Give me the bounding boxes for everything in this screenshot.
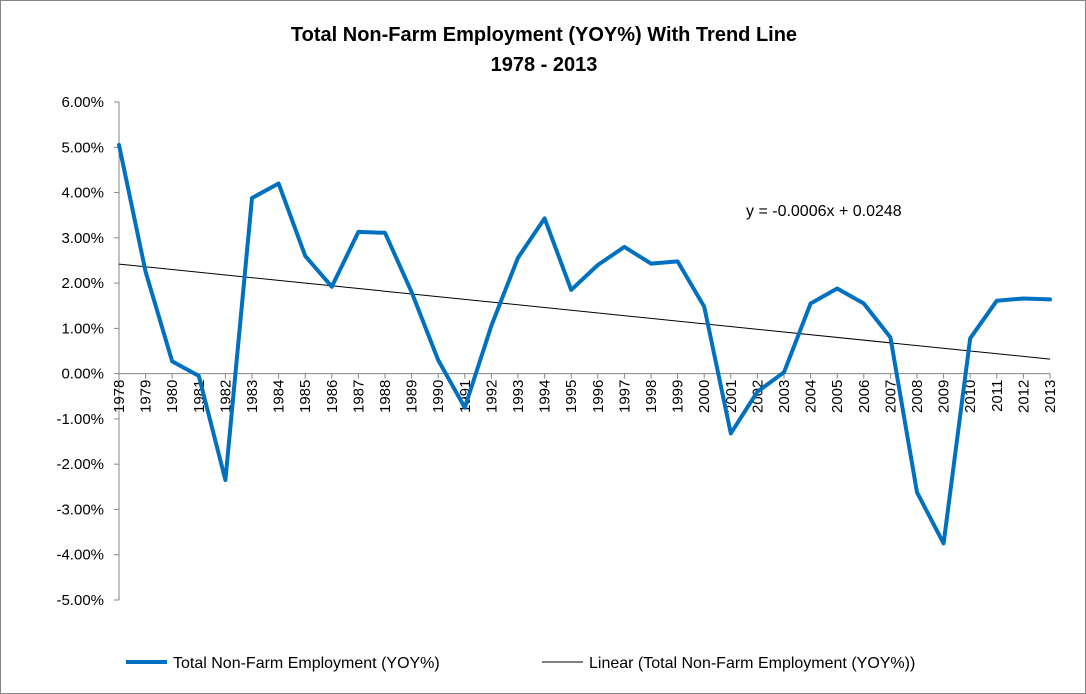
x-tick-label: 1983 xyxy=(244,380,261,413)
x-tick-label: 2013 xyxy=(1042,380,1059,413)
x-tick-label: 1994 xyxy=(537,380,554,413)
x-tick-label: 1984 xyxy=(271,380,288,413)
x-tick-label: 2003 xyxy=(776,380,793,413)
x-tick-label: 2008 xyxy=(909,380,926,413)
x-tick-label: 2012 xyxy=(1015,380,1032,413)
legend-label-series: Total Non-Farm Employment (YOY%) xyxy=(173,655,440,672)
y-tick-label: -4.00% xyxy=(56,547,104,564)
x-tick-label: 1993 xyxy=(510,380,527,413)
x-tick-label: 1988 xyxy=(377,380,394,413)
y-tick-label: -2.00% xyxy=(56,456,104,473)
x-tick-label: 1980 xyxy=(164,380,181,413)
x-tick-label: 2000 xyxy=(696,380,713,413)
x-tick-label: 1997 xyxy=(616,380,633,413)
x-tick-label: 1979 xyxy=(138,380,155,413)
y-tick-label: -3.00% xyxy=(56,501,104,518)
trendline-line xyxy=(118,263,1051,360)
x-tick-label: 1989 xyxy=(404,380,421,413)
x-tick-label: 1996 xyxy=(590,380,607,413)
x-tick-label: 1986 xyxy=(324,380,341,413)
x-tick-label: 2007 xyxy=(882,380,899,413)
x-tick-label: 1995 xyxy=(563,380,580,413)
y-tick-label: -1.00% xyxy=(56,411,104,428)
y-tick-label: 6.00% xyxy=(61,94,104,111)
x-tick-label: 1987 xyxy=(350,380,367,413)
x-tick-label: 2009 xyxy=(936,380,953,413)
trend-equation: y = -0.0006x + 0.0248 xyxy=(746,203,902,220)
x-tick-label: 1982 xyxy=(217,380,234,413)
y-axis: 6.00% 5.00% 4.00% 3.00% 2.00% 1.00% 0.00% -1.00… xyxy=(56,94,120,609)
legend: Total Non-Farm Employment (YOY%) Linear … xyxy=(126,655,915,672)
x-tick-label: 1978 xyxy=(111,380,128,413)
x-tick-label: 2010 xyxy=(962,380,979,413)
x-tick-label: 1985 xyxy=(297,380,314,413)
y-tick-label: 5.00% xyxy=(61,139,104,156)
data-series xyxy=(117,143,1052,546)
x-tick-label: 2001 xyxy=(723,380,740,413)
x-tick-label: 2011 xyxy=(989,380,1006,412)
y-tick-label: 3.00% xyxy=(61,230,104,247)
x-tick-label: 2006 xyxy=(856,380,873,413)
x-axis: 1978 1979 1980 1981 1982 1983 1984 1985 1986 1987… xyxy=(111,373,1059,413)
x-tick-label: 1992 xyxy=(483,380,500,413)
chart-subtitle: 1978 - 2013 xyxy=(491,54,598,76)
x-tick-label: 2004 xyxy=(803,380,820,413)
y-tick-label: 2.00% xyxy=(61,275,104,292)
y-tick-label: 1.00% xyxy=(61,320,104,337)
y-tick-label: 4.00% xyxy=(61,185,104,202)
x-tick-label: 2005 xyxy=(829,380,846,413)
trendline xyxy=(118,263,1051,360)
x-tick-label: 1998 xyxy=(643,380,660,413)
y-tick-label: 0.00% xyxy=(61,366,104,383)
series-line xyxy=(117,143,1052,546)
legend-label-trendline: Linear (Total Non-Farm Employment (YOY%)… xyxy=(589,655,915,672)
y-tick-label: -5.00% xyxy=(56,592,104,609)
x-tick-label: 1990 xyxy=(430,380,447,413)
chart-title: Total Non-Farm Employment (YOY%) With Tr… xyxy=(291,24,797,46)
x-tick-label: 1999 xyxy=(670,380,687,413)
